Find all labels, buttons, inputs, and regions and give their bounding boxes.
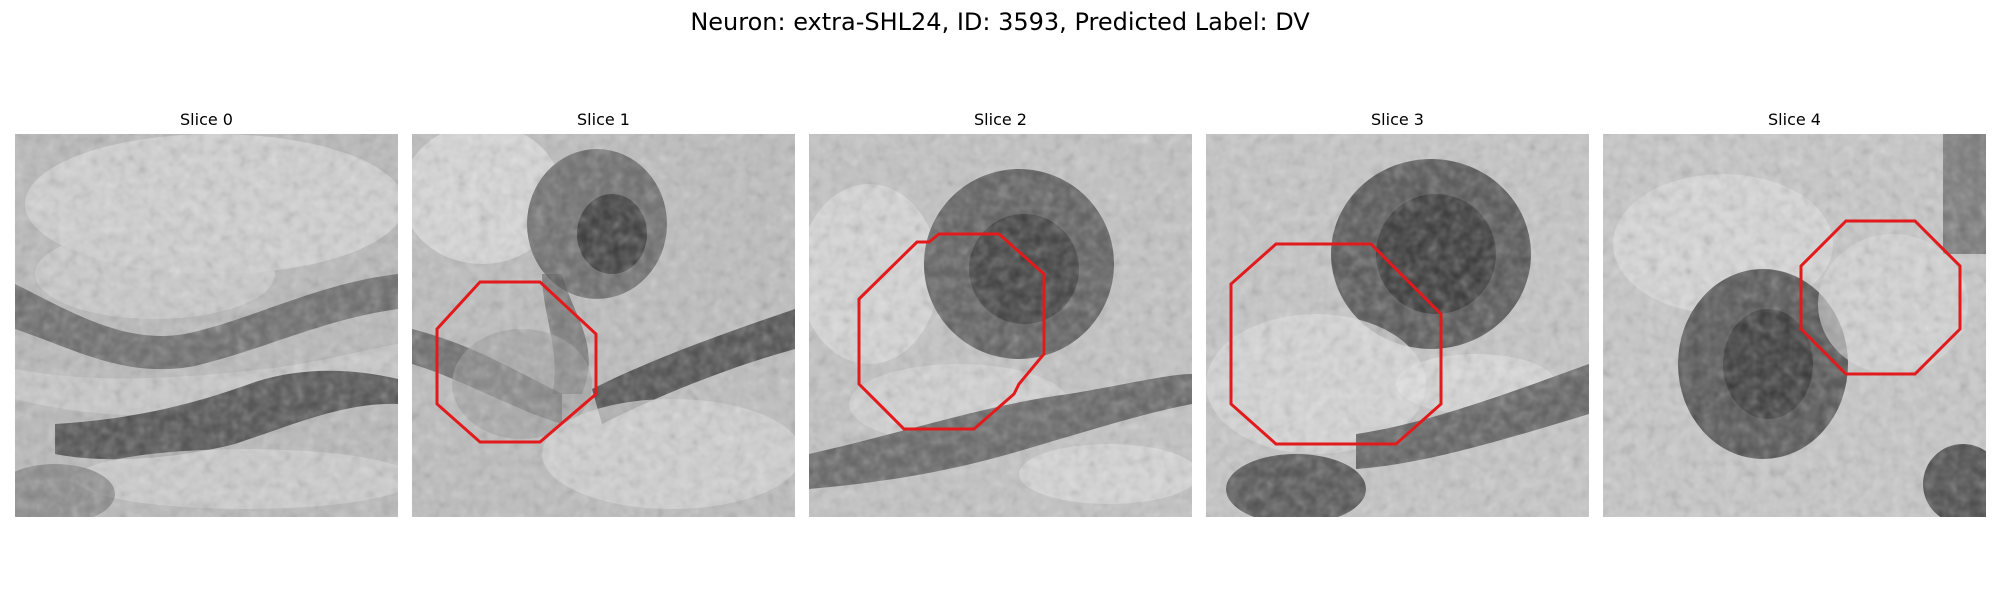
panel-title-slice-1: Slice 1 bbox=[577, 110, 630, 129]
image-slice-2 bbox=[809, 134, 1192, 517]
roi-contour bbox=[857, 232, 1046, 431]
roi-contour bbox=[1799, 219, 1962, 376]
roi-contour bbox=[435, 280, 598, 444]
panel-title-slice-0: Slice 0 bbox=[180, 110, 233, 129]
roi-contour bbox=[1229, 242, 1443, 446]
panel-title-slice-3: Slice 3 bbox=[1371, 110, 1424, 129]
figure-title: Neuron: extra-SHL24, ID: 3593, Predicted… bbox=[690, 8, 1310, 36]
image-slice-4 bbox=[1603, 134, 1986, 517]
panel-title-slice-4: Slice 4 bbox=[1768, 110, 1821, 129]
panel-title-slice-2: Slice 2 bbox=[974, 110, 1027, 129]
image-slice-1 bbox=[412, 134, 795, 517]
image-slice-0 bbox=[15, 134, 398, 517]
image-slice-3 bbox=[1206, 134, 1589, 517]
